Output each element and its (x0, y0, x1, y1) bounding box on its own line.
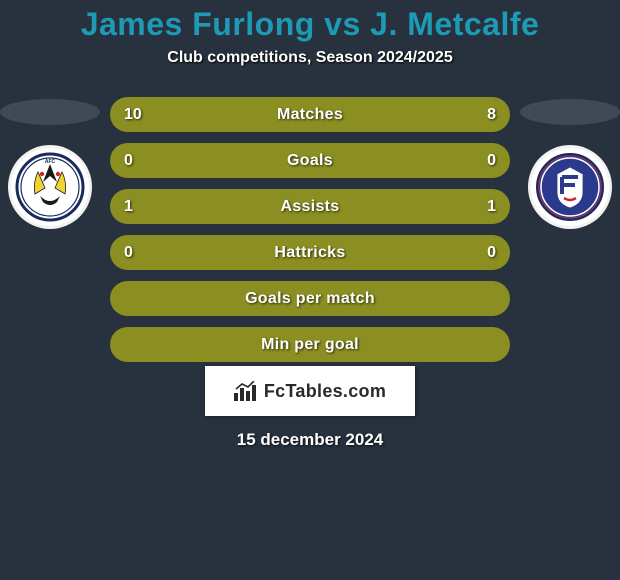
stat-right-value: 1 (487, 189, 496, 224)
stat-row: Goals per match (110, 281, 510, 316)
page-subtitle: Club competitions, Season 2024/2025 (167, 49, 452, 67)
stat-right-value: 8 (487, 97, 496, 132)
stat-row: 0 Hattricks 0 (110, 235, 510, 270)
stat-row: 10 Matches 8 (110, 97, 510, 132)
stat-row: 1 Assists 1 (110, 189, 510, 224)
right-crest (528, 145, 612, 229)
right-ellipse (520, 99, 620, 125)
page-title: James Furlong vs J. Metcalfe (81, 6, 540, 43)
stat-label: Goals per match (245, 290, 375, 308)
stat-left-value: 1 (124, 189, 133, 224)
stat-label: Goals (287, 152, 333, 170)
logo-text: FcTables.com (264, 381, 386, 402)
svg-text:AFC: AFC (45, 159, 56, 165)
stat-left-value: 0 (124, 143, 133, 178)
stat-label: Assists (280, 198, 339, 216)
chart-icon (234, 381, 258, 401)
stat-row: Min per goal (110, 327, 510, 362)
stat-label: Matches (277, 106, 343, 124)
stat-row: 0 Goals 0 (110, 143, 510, 178)
stat-label: Min per goal (261, 336, 359, 354)
stat-right-value: 0 (487, 235, 496, 270)
left-crest: AFC (8, 145, 92, 229)
left-side-col: AFC (0, 97, 100, 229)
right-side-col (520, 97, 620, 229)
right-crest-icon (535, 152, 605, 222)
stat-right-value: 0 (487, 143, 496, 178)
fctables-logo: FcTables.com (205, 366, 415, 416)
main-area: AFC 10Matches80Goals01Assists10Hattricks… (0, 97, 620, 362)
left-ellipse (0, 99, 100, 125)
stat-left-value: 0 (124, 235, 133, 270)
date-text: 15 december 2024 (237, 430, 384, 450)
left-crest-icon: AFC (15, 152, 85, 222)
stat-label: Hattricks (274, 244, 345, 262)
stats-column: 10Matches80Goals01Assists10Hattricks0Goa… (110, 97, 510, 362)
stat-left-value: 10 (124, 97, 142, 132)
